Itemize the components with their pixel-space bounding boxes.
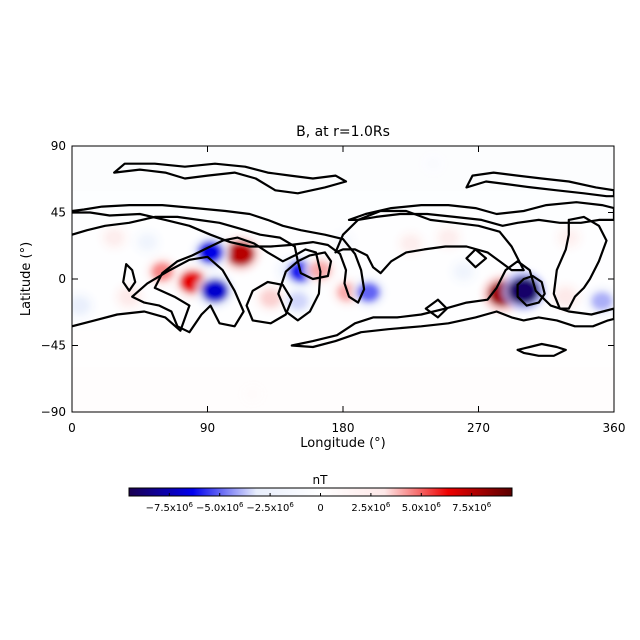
- x-axis: 0 90 180 270 360: [68, 146, 625, 435]
- field-feature-core: [401, 235, 421, 252]
- x-tick-label: 0: [68, 421, 76, 435]
- neutral-line: [113, 162, 348, 195]
- field-feature-core: [260, 289, 282, 308]
- neutral-line: [122, 263, 137, 292]
- neutral-line: [245, 280, 293, 325]
- x-tick-label: 270: [467, 421, 490, 435]
- x-axis-label: Longitude (°): [300, 436, 385, 451]
- field-feature-core: [508, 277, 540, 305]
- neutral-line: [72, 215, 322, 332]
- field-feature-core: [151, 261, 174, 282]
- latitude-band: [72, 367, 614, 412]
- colorbar-title: nT: [313, 473, 329, 487]
- field-feature-core: [555, 288, 576, 306]
- neutral-line: [290, 260, 614, 349]
- y-tick-label: 90: [51, 139, 66, 153]
- x-tick-label: 180: [332, 421, 355, 435]
- field-feature-core: [287, 292, 309, 311]
- neutral-line: [72, 204, 366, 304]
- field-feature-core: [454, 263, 473, 280]
- colorbar-tick-label: −7.5x106: [146, 501, 194, 514]
- colorbar-tick-label: 7.5x106: [452, 501, 492, 514]
- colorbar-tick-label: 2.5x106: [351, 501, 391, 514]
- field-feature-core: [425, 157, 442, 171]
- neutral-line: [131, 255, 245, 334]
- neutral-line-contours: [72, 162, 614, 357]
- neutral-line: [516, 342, 567, 357]
- field-feature-core: [245, 387, 261, 401]
- y-axis: 90 45 0 −45 −90: [41, 139, 614, 419]
- heatmap-field: [72, 146, 614, 412]
- latitude-band: [72, 330, 614, 368]
- field-feature-core: [591, 291, 613, 311]
- colorbar-tick-label: 0: [317, 503, 323, 514]
- latitude-band: [72, 146, 614, 191]
- x-tick-label: 90: [200, 421, 215, 435]
- neutral-line: [296, 251, 333, 281]
- x-tick-label: 360: [603, 421, 626, 435]
- colorbar-tick-label: −2.5x106: [246, 501, 294, 514]
- y-tick-label: 0: [58, 272, 66, 286]
- colorbar-tick-label: −5.0x106: [196, 501, 244, 514]
- y-tick-label: 45: [51, 206, 66, 220]
- field-feature-core: [104, 229, 124, 246]
- neutral-line: [465, 171, 614, 198]
- field-feature-core: [201, 278, 229, 303]
- neutral-line: [334, 209, 525, 275]
- y-tick-label: −90: [41, 405, 66, 419]
- field-feature-core: [138, 234, 157, 250]
- colorbar-ticks: −7.5x106 −5.0x106 −2.5x106 0 2.5x106 5.0x106 7…: [146, 493, 492, 514]
- chart-title: B, at r=1.0Rs: [296, 124, 390, 140]
- field-feature-core: [439, 229, 458, 246]
- field-feature-core: [119, 288, 140, 306]
- colorbar-tick-label: 5.0x106: [402, 501, 442, 514]
- neutral-line: [465, 248, 488, 269]
- y-tick-label: −45: [41, 339, 66, 353]
- neutral-line: [424, 298, 448, 319]
- neutral-line: [347, 201, 614, 227]
- y-axis-label: Latitude (°): [19, 242, 34, 316]
- neutral-line: [552, 215, 608, 310]
- field-feature-core: [72, 297, 90, 315]
- neutral-line: [516, 274, 546, 307]
- field-feature-core: [226, 241, 255, 267]
